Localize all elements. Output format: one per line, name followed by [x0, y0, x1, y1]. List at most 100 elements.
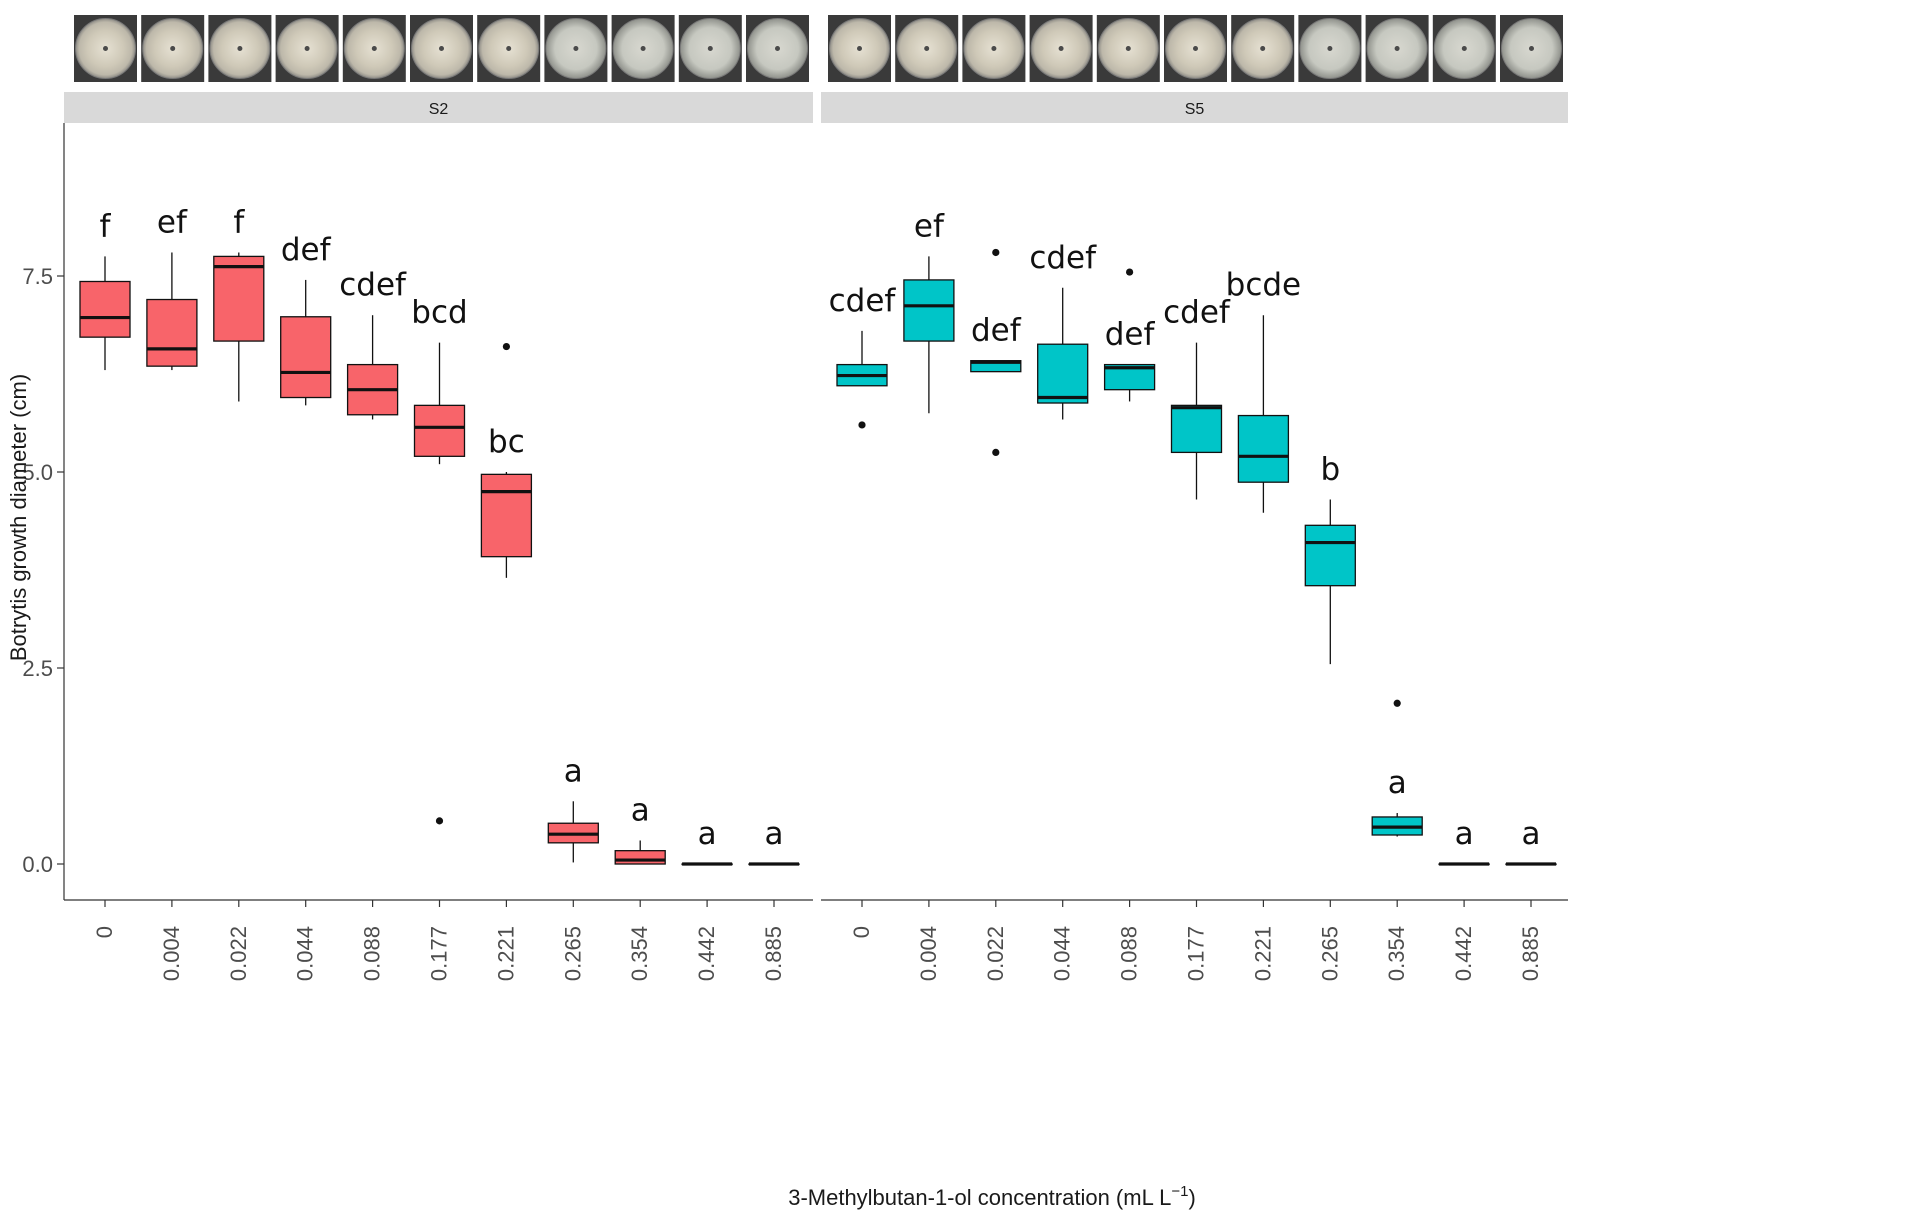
- box-0.088: cdef: [339, 267, 407, 420]
- x-axis-title: 3-Methylbutan-1-ol concentration (mL L−1…: [788, 1183, 1196, 1210]
- significance-letter: a: [1388, 765, 1407, 801]
- x-tick-label: 0.177: [1184, 926, 1209, 981]
- significance-letter: a: [631, 792, 650, 828]
- box-body: [1037, 343, 1089, 404]
- x-axis-title-close: ): [1188, 1185, 1195, 1210]
- box-0.044: def: [280, 232, 332, 406]
- x-tick-label: 0.177: [427, 926, 452, 981]
- petri-dish-photo: [828, 15, 891, 82]
- petri-dish-photo: [342, 15, 406, 82]
- y-tick-label: 2.5: [22, 656, 53, 681]
- box-body: [146, 298, 198, 367]
- significance-letter: a: [765, 816, 784, 852]
- significance-letter: bc: [488, 424, 525, 460]
- box-body: [903, 279, 955, 342]
- petri-dish-photo: [1029, 15, 1093, 82]
- box-0.177: bcd: [411, 295, 468, 825]
- y-axis: 0.0 2.5 5.0 7.5: [22, 123, 65, 900]
- petri-dish-photo: [141, 15, 205, 82]
- petri-dish-photo: [74, 15, 137, 82]
- box-body: [79, 280, 131, 338]
- box-0.885: a: [1505, 816, 1557, 866]
- x-tick-label: 0.088: [360, 926, 385, 981]
- x-tick-label: 0.004: [916, 926, 941, 981]
- y-tick-label: 5.0: [22, 460, 53, 485]
- box-0: cdef: [829, 283, 897, 429]
- x-tick-label: 0.354: [1384, 926, 1409, 981]
- box-0.044: cdef: [1029, 240, 1097, 420]
- outlier-point: [1126, 268, 1134, 276]
- box-0.265: a: [547, 753, 599, 863]
- x-tick-label: 0.265: [1317, 926, 1342, 981]
- box-0.221: bcde: [1226, 267, 1301, 513]
- petri-dish-photo: [1164, 15, 1227, 82]
- petri-dish-photo: [1231, 15, 1295, 82]
- petri-dish-photo: [1432, 15, 1496, 82]
- box-body: [280, 316, 332, 399]
- x-tick-label: 0.221: [1250, 926, 1275, 981]
- y-tick-label: 0.0: [22, 852, 53, 877]
- petri-dish-photo: [275, 15, 339, 82]
- x-tick-label: 0.265: [560, 926, 585, 981]
- x-ticks-s2: 0 0.004 0.022 0.044 0.088 0.177 0.221 0.265 0.35…: [92, 900, 786, 981]
- significance-letter: ef: [914, 208, 945, 244]
- petri-dish-photo: [895, 15, 959, 82]
- significance-letter: bcde: [1226, 267, 1301, 303]
- petri-dish-photo: [544, 15, 608, 82]
- box-0.354: a: [1371, 699, 1423, 837]
- box-body: [1237, 414, 1290, 483]
- significance-letter: f: [233, 204, 245, 240]
- box-0.004: ef: [146, 204, 198, 371]
- box-0.442: a: [681, 816, 733, 866]
- significance-letter: f: [100, 208, 112, 244]
- significance-letter: a: [564, 753, 583, 789]
- significance-letter: bcd: [411, 295, 467, 331]
- panel-strip-s5: [821, 92, 1568, 123]
- petri-dish-photo: [410, 15, 473, 82]
- petri-dish-photo: [208, 15, 272, 82]
- box-0.265: b: [1304, 451, 1356, 665]
- x-tick-label: 0: [849, 926, 874, 938]
- box-body: [614, 850, 666, 865]
- x-tick-label: 0: [92, 926, 117, 938]
- box-0: f: [79, 208, 131, 371]
- x-tick-label: 0.442: [1451, 926, 1476, 981]
- box-0.022: def: [970, 248, 1022, 456]
- x-tick-label: 0.088: [1117, 926, 1142, 981]
- significance-letter: cdef: [339, 267, 407, 303]
- x-axis-title-main: 3-Methylbutan-1-ol concentration (mL L: [788, 1185, 1171, 1210]
- significance-letter: cdef: [829, 283, 897, 319]
- outlier-point: [992, 448, 1000, 456]
- panel-strip-s2: [64, 92, 813, 123]
- petri-dish-photo: [746, 15, 809, 82]
- petri-dish-photo: [1096, 15, 1160, 82]
- x-tick-label: 0.022: [226, 926, 251, 981]
- significance-letter: def: [281, 232, 332, 268]
- outlier-point: [1393, 699, 1401, 707]
- x-ticks-s5: 0 0.004 0.022 0.044 0.088 0.177 0.221 0.265 0.35…: [849, 900, 1543, 981]
- outlier-point: [435, 817, 444, 825]
- box-0.442: a: [1438, 816, 1490, 866]
- x-tick-label: 0.885: [1518, 926, 1543, 981]
- significance-letter: cdef: [1163, 295, 1231, 331]
- box-body: [213, 255, 265, 342]
- x-tick-label: 0.004: [159, 926, 184, 981]
- significance-letter: cdef: [1029, 240, 1097, 276]
- significance-letter: ef: [157, 204, 188, 240]
- outlier-point: [992, 248, 1000, 257]
- box-0.004: ef: [903, 208, 955, 414]
- petri-dish-photo-strip: [74, 15, 1563, 82]
- box-0.221: bc: [480, 342, 533, 578]
- box-0.885: a: [748, 816, 800, 866]
- panel-label-s2: S2: [429, 101, 449, 118]
- x-axis-title-superscript: −1: [1171, 1183, 1188, 1200]
- petri-dish-photo: [1500, 15, 1563, 82]
- x-tick-label: 0.044: [1050, 926, 1075, 981]
- petri-dish-photo: [1298, 15, 1362, 82]
- significance-letter: a: [698, 816, 717, 852]
- x-tick-label: 0.221: [493, 926, 518, 981]
